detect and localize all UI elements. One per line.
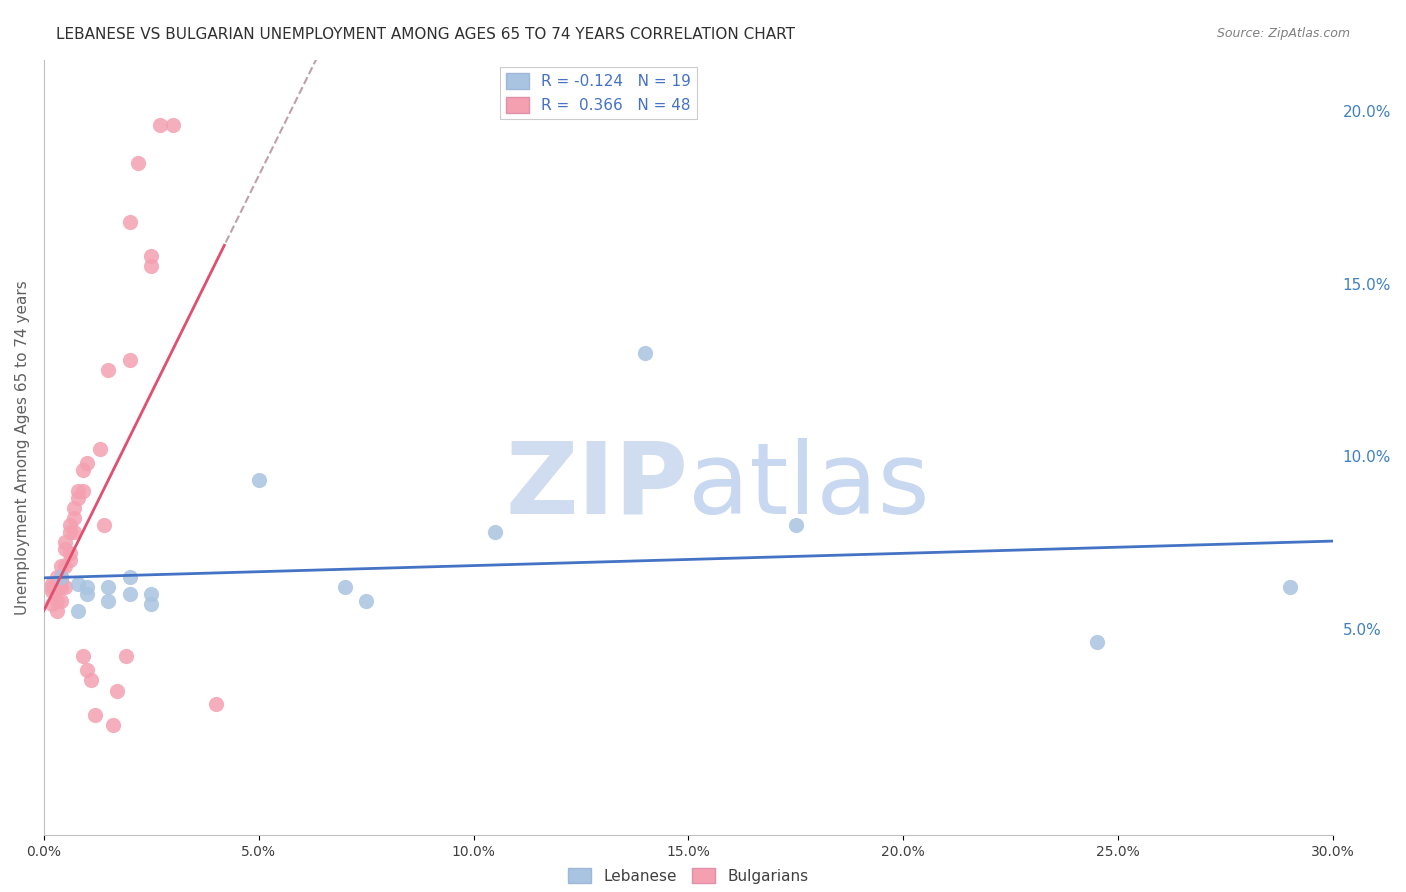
Point: [105, 683, 128, 698]
Y-axis label: Unemployment Among Ages 65 to 74 years: Unemployment Among Ages 65 to 74 years: [15, 280, 30, 615]
Point: [162, 118, 184, 132]
Point: [49, 574, 72, 588]
Point: [89, 442, 111, 457]
Point: [67, 576, 90, 591]
Point: [49, 570, 72, 584]
Point: [67, 604, 90, 618]
Point: [76, 663, 98, 677]
Point: [41, 576, 63, 591]
Point: [127, 156, 149, 170]
Point: [59, 552, 82, 566]
Point: [63, 511, 86, 525]
Point: [45, 576, 67, 591]
Point: [41, 598, 63, 612]
Point: [45, 580, 67, 594]
Point: [53, 535, 76, 549]
Point: [53, 542, 76, 557]
Point: [1278, 580, 1301, 594]
Point: [72, 483, 94, 498]
Point: [141, 598, 163, 612]
Point: [67, 483, 90, 498]
Point: [76, 456, 98, 470]
Point: [118, 570, 141, 584]
Point: [59, 518, 82, 533]
Point: [45, 604, 67, 618]
Point: [63, 524, 86, 539]
Text: Source: ZipAtlas.com: Source: ZipAtlas.com: [1216, 27, 1350, 40]
Point: [149, 118, 172, 132]
Point: [634, 345, 657, 359]
Point: [1085, 635, 1108, 649]
Point: [484, 524, 506, 539]
Point: [59, 524, 82, 539]
Point: [97, 363, 120, 377]
Point: [45, 570, 67, 584]
Point: [45, 594, 67, 608]
Point: [80, 673, 103, 688]
Point: [41, 580, 63, 594]
Point: [97, 580, 120, 594]
Point: [118, 352, 141, 367]
Point: [333, 580, 356, 594]
Point: [118, 215, 141, 229]
Point: [76, 580, 98, 594]
Point: [59, 546, 82, 560]
Point: [785, 518, 807, 533]
Point: [49, 594, 72, 608]
Point: [49, 559, 72, 574]
Point: [114, 649, 136, 664]
Point: [204, 698, 226, 712]
Point: [72, 463, 94, 477]
Point: [72, 649, 94, 664]
Point: [101, 718, 124, 732]
Point: [53, 559, 76, 574]
Point: [41, 583, 63, 598]
Text: ZIP: ZIP: [506, 438, 689, 535]
Point: [247, 473, 270, 487]
Point: [53, 580, 76, 594]
Text: atlas: atlas: [689, 438, 929, 535]
Point: [84, 707, 107, 722]
Point: [118, 587, 141, 601]
Point: [141, 260, 163, 274]
Legend: R = -0.124   N = 19, R =  0.366   N = 48: R = -0.124 N = 19, R = 0.366 N = 48: [499, 67, 697, 119]
Point: [49, 580, 72, 594]
Text: LEBANESE VS BULGARIAN UNEMPLOYMENT AMONG AGES 65 TO 74 YEARS CORRELATION CHART: LEBANESE VS BULGARIAN UNEMPLOYMENT AMONG…: [56, 27, 796, 42]
Point: [141, 249, 163, 263]
Point: [93, 518, 115, 533]
Point: [49, 570, 72, 584]
Point: [63, 500, 86, 515]
Point: [97, 594, 120, 608]
Point: [67, 491, 90, 505]
Point: [76, 587, 98, 601]
Point: [141, 587, 163, 601]
Point: [354, 594, 377, 608]
